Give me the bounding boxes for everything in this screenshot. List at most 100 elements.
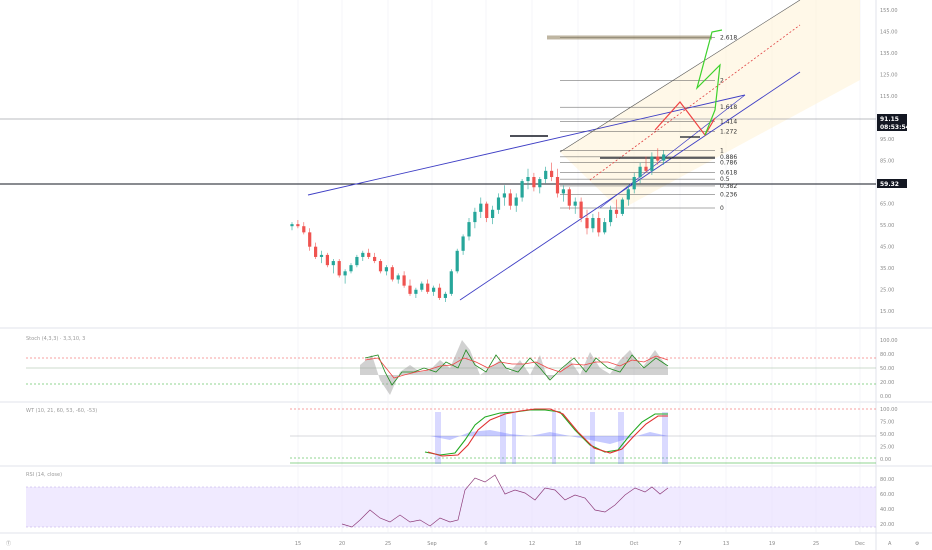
time-tick-label: 25	[385, 541, 391, 547]
fib-label: 1.272	[720, 128, 737, 135]
time-tick-label: 12	[529, 541, 535, 547]
candle-body	[638, 166, 642, 177]
candle-body	[526, 177, 530, 182]
indicator-tick-label: 25.00	[880, 445, 894, 451]
time-axis: 15 20 25 Sep 6 12 18 Oct 7 13 19 25 Dec	[295, 541, 865, 547]
green-projection	[695, 29, 723, 136]
candle-body	[508, 193, 512, 206]
time-tick-label: 13	[723, 541, 729, 547]
candle-body	[349, 265, 353, 272]
stoch-title: Stoch (4,3,3) · 3,3,10, 3	[26, 336, 85, 342]
candle-body	[443, 293, 447, 298]
candle-body	[343, 271, 347, 276]
candle-body	[579, 201, 583, 218]
candle-body	[384, 267, 388, 272]
price-tick-label: 135.00	[880, 51, 898, 57]
candle-body	[567, 189, 571, 206]
indicator-tick-label: 60.00	[880, 492, 894, 498]
candle-body	[656, 156, 660, 161]
candle-body	[308, 232, 312, 247]
candle-body	[461, 236, 465, 251]
candle-body	[520, 181, 524, 198]
candle-body	[373, 256, 377, 262]
indicator-tick-label: 0.00	[880, 457, 891, 463]
tv-logo-mark: Ⓣ	[6, 540, 11, 547]
channel-fill	[560, 0, 860, 210]
candle-body	[650, 156, 654, 171]
price-tag-box	[877, 114, 907, 123]
price-tick-label: 45.00	[880, 245, 894, 251]
time-tick-label: 25	[813, 541, 819, 547]
wt-slow-line	[427, 408, 668, 457]
candle-body	[620, 199, 624, 214]
rsi-band	[26, 487, 876, 527]
price-tick-label: 145.00	[880, 30, 898, 36]
candle-body	[337, 261, 341, 276]
indicator-tick-label: 20.00	[880, 380, 894, 386]
support-line	[599, 94, 746, 209]
candle-body	[603, 222, 607, 233]
price-tag-label: 91.15	[880, 116, 899, 123]
indicator-tick-label: 75.00	[880, 420, 894, 426]
indicator-tick-label: 20.00	[880, 522, 894, 528]
fib-label: 0	[720, 205, 724, 212]
wt-title: WT (10, 21, 60, 53, -60, -53)	[26, 408, 97, 414]
indicator-tick-label: 80.00	[880, 477, 894, 483]
price-tick-label: 65.00	[880, 202, 894, 208]
price-tick-label: 155.00	[880, 8, 898, 14]
stoch-k-line	[364, 349, 669, 386]
price-tick-label: 85.00	[880, 159, 894, 165]
indicator-tick-label: 50.00	[880, 366, 894, 372]
price-tick-label: 125.00	[880, 73, 898, 79]
price-tag-box	[877, 122, 907, 131]
candle-body	[591, 218, 595, 229]
channel-top-line	[559, 0, 801, 153]
candle-body	[302, 226, 306, 233]
fib-label: 0.786	[720, 160, 737, 167]
candle-body	[396, 275, 400, 280]
candle-body	[449, 271, 453, 294]
price-tag-label: 59.32	[880, 181, 899, 188]
candle-body	[414, 289, 418, 294]
rsi-line	[341, 474, 669, 528]
candle-body	[644, 166, 648, 171]
candle-body	[662, 154, 666, 161]
candle-body	[290, 224, 294, 227]
indicator-tick-label: 50.00	[880, 432, 894, 438]
candle-body	[314, 246, 318, 257]
indicator-tick-label: 0.00	[880, 394, 891, 400]
time-tick-label: Sep	[427, 541, 436, 547]
candlesticks	[290, 148, 666, 303]
time-tick-label: 19	[769, 541, 775, 547]
vertical-gridlines	[297, 0, 861, 533]
candle-body	[538, 179, 542, 188]
wt-histogram	[430, 430, 668, 444]
auto-scale-icon[interactable]: A	[888, 541, 892, 547]
price-tick-label: 15.00	[880, 309, 894, 315]
indicator-tick-label: 100.00	[880, 407, 898, 413]
stoch-d-line	[364, 355, 669, 379]
candle-body	[355, 256, 359, 266]
candle-body	[408, 285, 412, 294]
candle-body	[532, 177, 536, 188]
time-tick-label: Dec	[855, 541, 865, 547]
time-tick-label: 6	[484, 541, 487, 547]
candle-body	[319, 254, 324, 257]
settings-icon[interactable]: ⚙	[915, 541, 920, 547]
candle-body	[467, 222, 471, 237]
candle-body	[390, 267, 394, 280]
candle-body	[514, 197, 518, 206]
candle-body	[331, 261, 335, 266]
time-tick-label: 18	[575, 541, 581, 547]
fib-label: 0.618	[720, 169, 737, 176]
candle-body	[455, 250, 459, 272]
indicator-tick-label: 40.00	[880, 507, 894, 513]
candle-body	[573, 201, 577, 206]
price-tick-label: 115.00	[880, 94, 898, 100]
fib-label: 1.414	[720, 118, 737, 125]
candle-body	[561, 189, 565, 194]
fib-label: 0.886	[720, 154, 737, 161]
